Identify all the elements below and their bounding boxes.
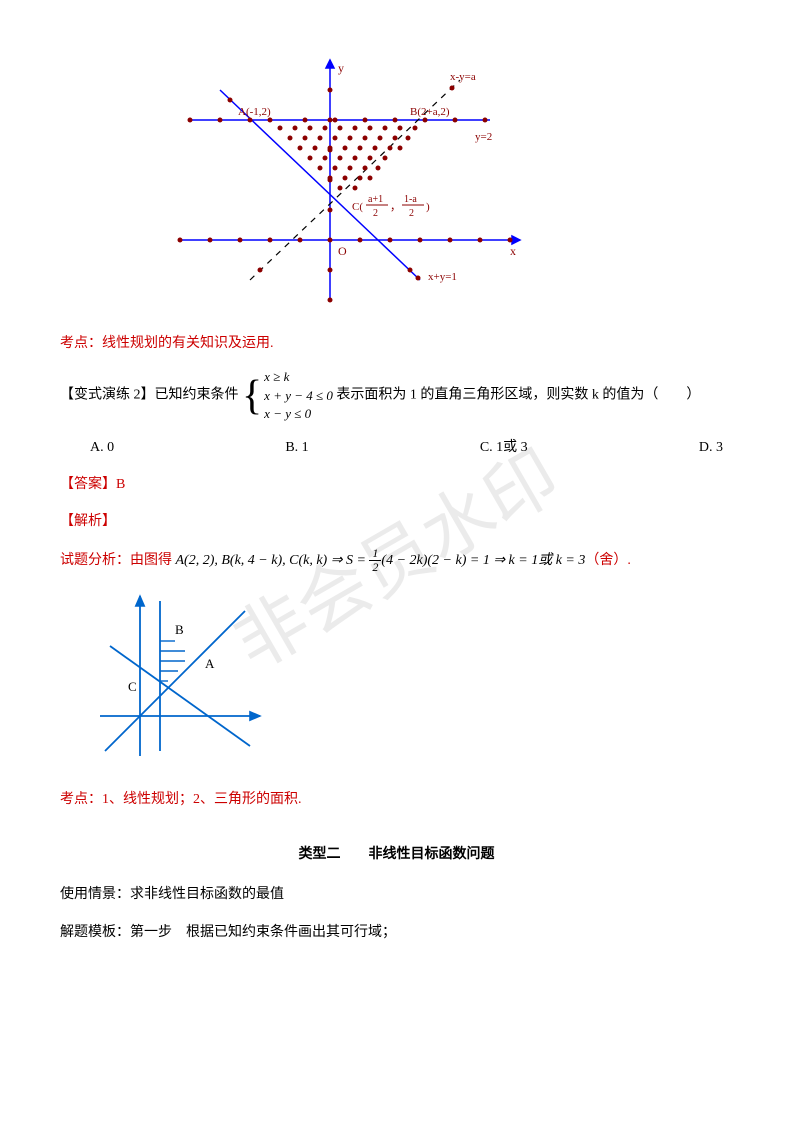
- kaodian-2: 考点：1、线性规划；2、三角形的面积.: [60, 787, 733, 812]
- cond2: x + y − 4 ≤ 0: [264, 387, 333, 405]
- analysis-expr1: A(2, 2), B(k, 4 − k), C(k, k) ⇒ S =: [176, 552, 370, 567]
- point-c: C(: [352, 201, 363, 213]
- diagram-1: y x O x-y=a y=2 x+y=1 A(-1,2) B(2+a,2) C…: [160, 50, 733, 319]
- usage-line: 使用情景：求非线性目标函数的最值: [60, 882, 733, 907]
- problem-2: 【变式演练 2】已知约束条件 { x ≥ k x + y − 4 ≤ 0 x −…: [60, 368, 733, 423]
- line-y2: y=2: [475, 131, 492, 143]
- y-axis-label: y: [338, 61, 344, 75]
- usage-text: 求非线性目标函数的最值: [130, 887, 284, 902]
- page-content: y x O x-y=a y=2 x+y=1 A(-1,2) B(2+a,2) C…: [60, 50, 733, 945]
- section-title: 类型二 非线性目标函数问题: [60, 842, 733, 867]
- cond1: x ≥ k: [264, 368, 333, 386]
- svg-text:1-a: 1-a: [404, 194, 417, 205]
- analysis-line: 试题分析：由图得 A(2, 2), B(k, 4 − k), C(k, k) ⇒…: [60, 547, 733, 574]
- choice-d: D. 3: [699, 435, 723, 460]
- diagram-2: B A C: [90, 586, 733, 775]
- choice-b: B. 1: [285, 435, 308, 460]
- line-xy-a: x-y=a: [450, 71, 476, 83]
- d2-label-b: B: [175, 622, 184, 637]
- usage-label: 使用情景：: [60, 887, 130, 902]
- analysis-tail: （舍）.: [585, 552, 631, 567]
- point-b: B(2+a,2): [410, 106, 450, 118]
- problem2-prefix: 【变式演练 2】已知约束条件: [60, 388, 239, 403]
- point-a: A(-1,2): [238, 106, 271, 118]
- analysis-prefix: 试题分析：由图得: [60, 552, 172, 567]
- choice-a: A. 0: [90, 435, 114, 460]
- frac-num: 1: [369, 547, 381, 561]
- template-label: 解题模板：第一步: [60, 925, 172, 940]
- svg-text:): ): [426, 201, 430, 213]
- frac-den: 2: [369, 561, 381, 574]
- kaodian-1: 考点：线性规划的有关知识及运用.: [60, 331, 733, 356]
- jiexi-label: 【解析】: [60, 509, 733, 534]
- svg-text:2: 2: [373, 208, 378, 219]
- line-xy1: x+y=1: [428, 271, 457, 283]
- answer-label: 【答案】: [60, 477, 116, 492]
- svg-text:，: ，: [390, 201, 401, 213]
- choice-row: A. 0 B. 1 C. 1或 3 D. 3: [60, 435, 733, 460]
- answer-value: B: [116, 477, 125, 492]
- x-axis-label: x: [510, 244, 516, 258]
- answer-line: 【答案】B: [60, 472, 733, 497]
- left-brace-icon: {: [242, 375, 262, 417]
- d2-label-a: A: [205, 656, 215, 671]
- d2-label-c: C: [128, 679, 137, 694]
- choice-c: C. 1或 3: [480, 435, 528, 460]
- origin-label: O: [338, 244, 347, 258]
- problem2-suffix: 表示面积为 1 的直角三角形区域，则实数 k 的值为（ ）: [336, 388, 700, 403]
- template-line: 解题模板：第一步 根据已知约束条件画出其可行域；: [60, 920, 733, 945]
- cond3: x − y ≤ 0: [264, 405, 333, 423]
- svg-text:2: 2: [409, 208, 414, 219]
- analysis-expr2: (4 − 2k)(2 − k) = 1 ⇒ k = 1或 k = 3: [381, 552, 585, 567]
- svg-text:a+1: a+1: [368, 194, 383, 205]
- template-text: 根据已知约束条件画出其可行域；: [172, 925, 396, 940]
